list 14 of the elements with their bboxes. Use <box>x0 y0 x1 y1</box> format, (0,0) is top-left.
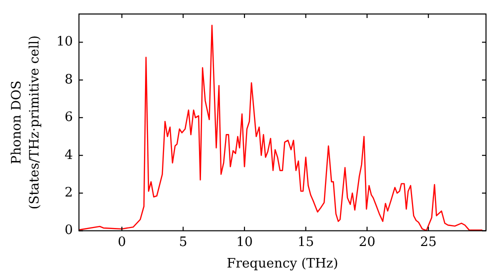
y-tick-label: 2 <box>64 185 73 200</box>
x-tick-label: 20 <box>358 234 376 250</box>
x-tick-label: 10 <box>236 234 253 250</box>
y-tick-label: 6 <box>64 110 73 126</box>
y-axis-title: Phonon DOS (States/THz·primitive cell) <box>9 35 43 210</box>
y-tick-label: 4 <box>64 148 73 163</box>
x-tick-label: 5 <box>179 234 188 250</box>
x-tick-label: 0 <box>118 234 126 250</box>
y-tick-label: 0 <box>64 223 73 238</box>
x-tick-label: 25 <box>420 234 437 250</box>
x-tick-label: 15 <box>297 234 314 250</box>
y-tick-label: 10 <box>56 34 73 50</box>
y-tick-label: 8 <box>64 72 73 88</box>
x-axis-title: Frequency (THz) <box>226 256 338 272</box>
